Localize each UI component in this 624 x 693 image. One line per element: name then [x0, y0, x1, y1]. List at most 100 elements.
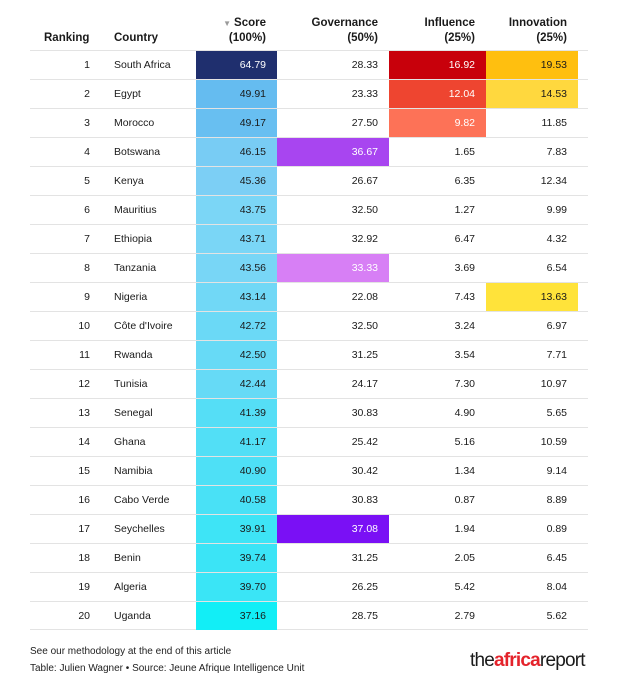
cell-score: 49.17	[196, 109, 277, 137]
cell-rank: 1	[84, 59, 90, 71]
cell-innovation: 10.97	[540, 378, 567, 390]
cell-score: 40.58	[196, 486, 277, 514]
cell-rank: 4	[84, 146, 90, 158]
cell-rank: 10	[78, 320, 90, 332]
cell-country: Cabo Verde	[114, 494, 170, 506]
cell-innovation: 6.97	[546, 320, 567, 332]
cell-influence: 9.82	[389, 109, 486, 137]
cell-score: 64.79	[196, 51, 277, 79]
cell-rank: 19	[78, 581, 90, 593]
cell-country: Kenya	[114, 175, 144, 187]
cell-country: Botswana	[114, 146, 161, 158]
cell-influence: 1.27	[454, 204, 475, 216]
cell-innovation: 6.45	[546, 552, 567, 564]
ranking-table: Ranking Country ▼ Score (100%) Governance…	[30, 10, 588, 630]
cell-innovation: 13.63	[486, 283, 578, 311]
cell-rank: 5	[84, 175, 90, 187]
logo-the: the	[470, 650, 495, 671]
cell-innovation: 7.83	[546, 146, 567, 158]
cell-influence: 2.79	[454, 610, 475, 622]
table-row: 12 Tunisia 42.44 24.17 7.30 10.97	[30, 369, 588, 398]
cell-rank: 7	[84, 233, 90, 245]
header-innovation-weight: (25%)	[536, 32, 567, 44]
cell-innovation: 6.54	[546, 262, 567, 274]
the-africa-report-logo: theafricareport	[470, 650, 586, 672]
cell-country: South Africa	[114, 59, 171, 71]
table-row: 5 Kenya 45.36 26.67 6.35 12.34	[30, 166, 588, 195]
cell-innovation: 0.89	[546, 523, 567, 535]
cell-governance: 26.25	[351, 581, 378, 593]
header-country-label: Country	[114, 32, 159, 44]
cell-governance: 37.08	[277, 515, 389, 543]
cell-country: Namibia	[114, 465, 153, 477]
cell-score: 40.90	[196, 457, 277, 485]
header-influence[interactable]: Influence (25%)	[389, 10, 475, 50]
cell-governance: 23.33	[351, 88, 378, 100]
cell-innovation: 5.65	[546, 407, 567, 419]
cell-influence: 7.30	[454, 378, 475, 390]
table-row: 10 Côte d'Ivoire 42.72 32.50 3.24 6.97	[30, 311, 588, 340]
cell-score: 42.72	[196, 312, 277, 340]
cell-country: Côte d'Ivoire	[114, 320, 173, 332]
cell-score: 41.39	[196, 399, 277, 427]
cell-rank: 15	[78, 465, 90, 477]
header-innovation-label: Innovation	[508, 17, 567, 29]
header-score[interactable]: ▼ Score (100%)	[196, 10, 266, 50]
cell-rank: 18	[78, 552, 90, 564]
table-row: 17 Seychelles 39.91 37.08 1.94 0.89	[30, 514, 588, 543]
cell-country: Seychelles	[114, 523, 165, 535]
cell-score: 43.14	[196, 283, 277, 311]
sort-descending-icon[interactable]: ▼	[223, 19, 232, 28]
cell-country: Rwanda	[114, 349, 153, 361]
cell-governance: 30.83	[351, 407, 378, 419]
cell-rank: 6	[84, 204, 90, 216]
cell-score: 39.70	[196, 573, 277, 601]
cell-country: Egypt	[114, 88, 141, 100]
cell-influence: 5.42	[454, 581, 475, 593]
cell-governance: 36.67	[277, 138, 389, 166]
cell-influence: 0.87	[454, 494, 475, 506]
header-governance[interactable]: Governance (50%)	[277, 10, 378, 50]
cell-rank: 2	[84, 88, 90, 100]
cell-governance: 24.17	[351, 378, 378, 390]
cell-country: Uganda	[114, 610, 151, 622]
table-row: 8 Tanzania 43.56 33.33 3.69 6.54	[30, 253, 588, 282]
header-score-label: Score	[234, 17, 266, 29]
cell-score: 42.44	[196, 370, 277, 398]
logo-report: report	[539, 650, 586, 671]
cell-innovation: 4.32	[546, 233, 567, 245]
cell-country: Tunisia	[114, 378, 148, 390]
cell-influence: 3.24	[454, 320, 475, 332]
cell-innovation: 10.59	[540, 436, 567, 448]
table-row: 16 Cabo Verde 40.58 30.83 0.87 8.89	[30, 485, 588, 514]
cell-country: Morocco	[114, 117, 155, 129]
header-ranking: Ranking	[44, 10, 104, 50]
cell-innovation: 5.62	[546, 610, 567, 622]
cell-score: 43.56	[196, 254, 277, 282]
table-header: Ranking Country ▼ Score (100%) Governance…	[30, 10, 588, 50]
header-innovation[interactable]: Innovation (25%)	[486, 10, 567, 50]
table-row: 13 Senegal 41.39 30.83 4.90 5.65	[30, 398, 588, 427]
cell-country: Benin	[114, 552, 141, 564]
cell-governance: 30.83	[351, 494, 378, 506]
cell-innovation: 8.04	[546, 581, 567, 593]
cell-governance: 32.50	[351, 320, 378, 332]
cell-influence: 6.47	[454, 233, 475, 245]
cell-rank: 3	[84, 117, 90, 129]
cell-governance: 31.25	[351, 349, 378, 361]
cell-influence: 3.69	[454, 262, 475, 274]
table-row: 18 Benin 39.74 31.25 2.05 6.45	[30, 543, 588, 572]
cell-rank: 8	[84, 262, 90, 274]
header-country: Country	[114, 10, 194, 50]
cell-country: Mauritius	[114, 204, 157, 216]
cell-innovation: 9.14	[546, 465, 567, 477]
cell-influence: 12.04	[389, 80, 486, 108]
table-row: 7 Ethiopia 43.71 32.92 6.47 4.32	[30, 224, 588, 253]
cell-country: Ethiopia	[114, 233, 152, 245]
cell-rank: 16	[78, 494, 90, 506]
cell-innovation: 14.53	[486, 80, 578, 108]
cell-score: 43.71	[196, 225, 277, 253]
cell-governance: 25.42	[351, 436, 378, 448]
table-row: 20 Uganda 37.16 28.75 2.79 5.62	[30, 601, 588, 630]
table-row: 4 Botswana 46.15 36.67 1.65 7.83	[30, 137, 588, 166]
